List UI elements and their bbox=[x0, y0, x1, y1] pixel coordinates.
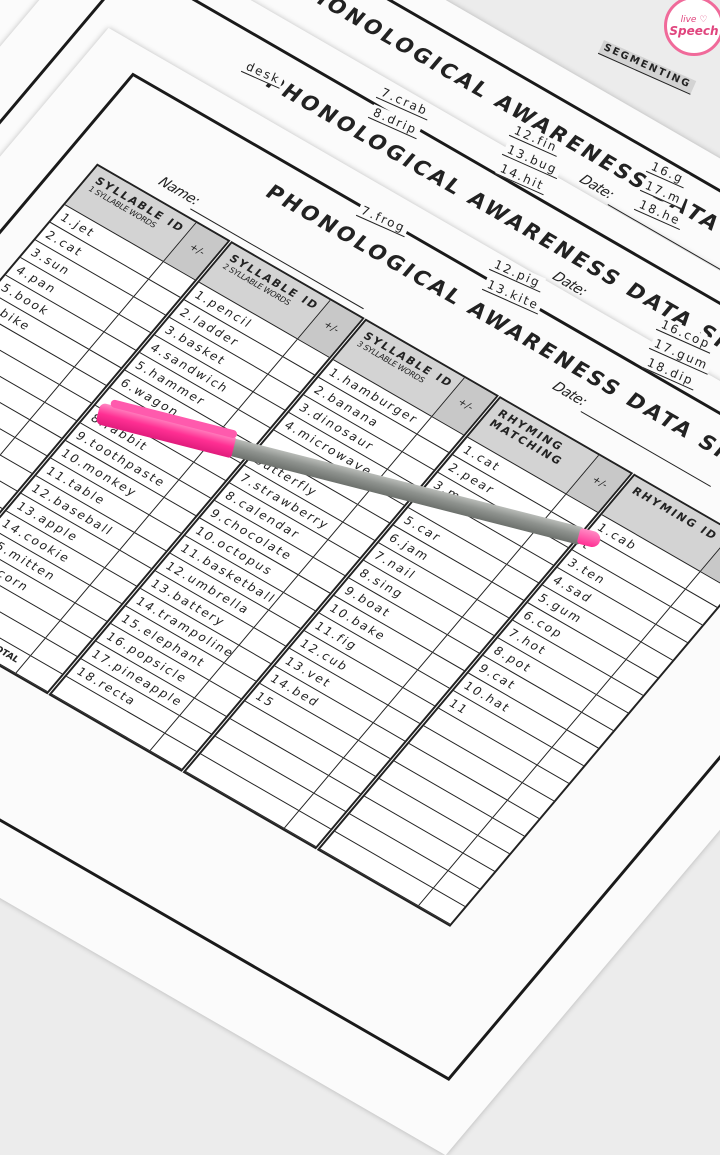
live-love-speech-logo: live ♡Speech bbox=[664, 0, 720, 56]
pen-end-cap bbox=[577, 528, 602, 549]
